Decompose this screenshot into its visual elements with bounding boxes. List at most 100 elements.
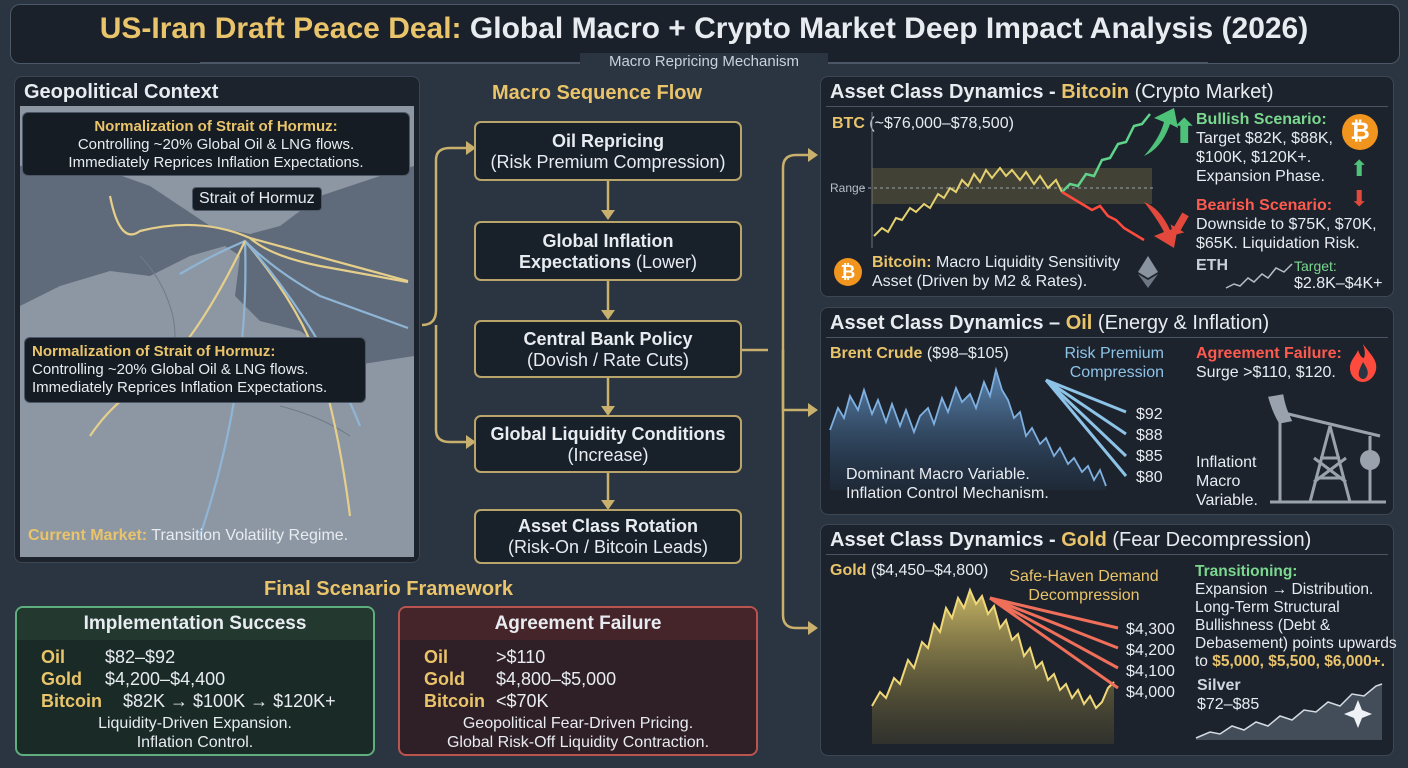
flow-step-4-head: Global Liquidity Conditions <box>490 424 726 444</box>
success-gold-label: Gold <box>41 669 82 689</box>
geo-callout-top: Normalization of Strait of Hormuz: Contr… <box>22 112 410 176</box>
safe-2: Decompression <box>1028 587 1140 604</box>
trans-4: Debasement) points upwards <box>1195 635 1397 652</box>
btc-panel <box>820 76 1394 297</box>
brent-head: Brent Crude <box>830 345 923 362</box>
success-note2: Inflation Control. <box>136 734 254 751</box>
small-up-arrow-icon: ⬆ <box>1350 156 1369 181</box>
failure-note2: Global Risk-Off Liquidity Contraction. <box>446 734 710 751</box>
failure-title: Agreement Failure <box>494 613 662 634</box>
oil-title-b: Oil <box>1065 312 1093 334</box>
bear-head: Bearish Scenario: <box>1196 197 1333 214</box>
oil-pumpjack-icon <box>1268 394 1386 504</box>
oil-target-92: $92 <box>1136 406 1163 423</box>
scenario-title: Final Scenario Framework <box>264 578 513 600</box>
success-gold-value: $4,200–$4,400 <box>105 669 226 689</box>
ethereum-icon <box>1138 256 1158 288</box>
geo-footer-head: Current Market: <box>28 527 148 544</box>
flow-step-1-head: Oil Repricing <box>551 131 665 151</box>
bull-arrow-icon: ⬆ <box>1170 113 1199 151</box>
oil-infl1: Inflationt <box>1196 454 1257 471</box>
oil-targets: $92 $88 $85 $80 <box>1136 404 1163 488</box>
rpc-label: Risk Premium Compression <box>1058 344 1164 382</box>
oil-infl2: Macro <box>1196 473 1241 490</box>
oil-dominant-note: Dominant Macro Variable. Inflation Contr… <box>846 465 1049 503</box>
gold-targets: $4,300 $4,200 $4,100 $4,000 <box>1126 619 1175 703</box>
btc-note-text2: Asset (Driven by M2 & Rates). <box>872 273 1088 290</box>
bull-text1: Target $82K, $88K, <box>1196 130 1333 147</box>
geo-callout-mid-line1: Controlling ~20% Global Oil & LNG flows. <box>32 361 309 378</box>
oil-chart <box>829 366 1128 490</box>
gold-target-4100: $4,100 <box>1126 663 1175 680</box>
gold-target-4200: $4,200 <box>1126 642 1175 659</box>
gold-range: ($4,450–$4,800) <box>866 562 989 579</box>
flame-icon <box>1350 344 1377 382</box>
map-label-hormuz: Strait of Hormuz <box>192 187 322 211</box>
flow-step-liquidity: Global Liquidity Conditions (Increase) <box>474 415 742 473</box>
eth-sparkline <box>1225 263 1293 289</box>
gold-title-c: (Fear Decompression) <box>1106 529 1312 551</box>
btc-ticker: BTC <box>832 115 865 132</box>
gold-transition-block: Transitioning: Expansion → Distribution.… <box>1195 563 1397 671</box>
flow-step-5-sub: (Risk-On / Bitcoin Leads) <box>507 537 709 557</box>
bear-text2: $65K. Liquidation Risk. <box>1196 235 1360 252</box>
bear-text1: Downside to $75K, $70K, <box>1196 216 1377 233</box>
flow-step-oil-repricing: Oil Repricing (Risk Premium Compression) <box>474 121 742 181</box>
flow-step-4-sub: (Increase) <box>567 445 649 465</box>
flow-step-rotation: Asset Class Rotation (Risk-On / Bitcoin … <box>474 509 742 564</box>
btc-note-head: Bitcoin: <box>872 254 932 271</box>
btc-ticker-line: BTC (~$76,000–$78,500) <box>832 114 1014 133</box>
oil-inflation-note: Inflationt Macro Variable. <box>1196 453 1258 510</box>
small-down-arrow-icon: ⬇ <box>1350 186 1369 211</box>
geo-callout-top-line1: Controlling ~20% Global Oil & LNG flows. <box>77 136 355 153</box>
gold-head: Gold <box>830 562 867 579</box>
eth-label: ETH <box>1196 257 1228 274</box>
success-btc-label: Bitcoin <box>41 691 102 711</box>
flow-step-central-bank: Central Bank Policy (Dovish / Rate Cuts) <box>474 320 742 378</box>
oil-target-85: $85 <box>1136 448 1163 465</box>
brent-range: ($98–$105) <box>922 345 1009 362</box>
bull-text2: $100K, $120K+. <box>1196 149 1312 166</box>
bitcoin-small-coin-icon: ₿ <box>834 258 862 286</box>
gold-range-line: Gold ($4,450–$4,800) <box>830 561 988 580</box>
brent-line: Brent Crude ($98–$105) <box>830 344 1009 363</box>
safe-haven-label: Safe-Haven Demand Decompression <box>1004 567 1164 605</box>
geo-callout-top-line2: Immediately Reprices Inflation Expectati… <box>68 154 364 171</box>
subtitle-rule-left <box>200 62 580 63</box>
bull-head: Bullish Scenario: <box>1196 111 1327 128</box>
oil-target-80: $80 <box>1136 469 1163 486</box>
failure-gold-label: Gold <box>424 669 465 689</box>
failure-note1: Geopolitical Fear-Driven Pricing. <box>462 715 694 732</box>
gold-title-a: Asset Class Dynamics - <box>830 529 1062 551</box>
btc-title-a: Asset Class Dynamics - <box>830 81 1062 103</box>
btc-chart <box>862 108 1178 248</box>
page-subtitle: Macro Repricing Mechanism <box>580 53 828 70</box>
rpc-1: Risk Premium <box>1064 345 1164 362</box>
scenario-failure-card: Agreement Failure Oil >$110 Gold $4,800–$5… <box>398 606 758 756</box>
flow-step-inflation: Global Inflation Expectations (Lower) <box>474 221 742 281</box>
silver-head: Silver <box>1197 677 1241 694</box>
gold-title-rule <box>826 554 1388 555</box>
btc-bear-block: Bearish Scenario: Downside to $75K, $70K… <box>1196 196 1386 253</box>
title-highlight: US-Iran Draft Peace Deal: <box>99 12 462 45</box>
silver-block: Silver $72–$85 <box>1197 676 1259 714</box>
trans-2: Long-Term Structural <box>1195 599 1340 616</box>
failure-oil-label: Oil <box>424 647 449 667</box>
failure-btc-value: <$70K <box>496 691 549 711</box>
eth-target-head: Target: <box>1294 258 1337 274</box>
bull-text3: Expansion Phase. <box>1196 168 1325 185</box>
trans-3: Bullishness (Debt & <box>1195 617 1331 634</box>
flow-step-3-sub: (Dovish / Rate Cuts) <box>526 350 690 370</box>
btc-title-c: (Crypto Market) <box>1129 81 1274 103</box>
oil-title-a: Asset Class Dynamics – <box>830 312 1066 334</box>
geo-title: Geopolitical Context <box>24 81 219 103</box>
flow-step-2-head: Global Inflation <box>542 231 674 251</box>
oil-dom1: Dominant Macro Variable. <box>846 466 1030 483</box>
btc-title-rule <box>826 106 1388 107</box>
btc-title: Asset Class Dynamics - Bitcoin (Crypto M… <box>830 81 1273 104</box>
success-note1: Liquidity-Driven Expansion. <box>98 715 292 732</box>
scenario-success-card: Implementation Success Oil $82–$92 Gold $4… <box>15 606 375 756</box>
oil-infl3: Variable. <box>1196 492 1258 509</box>
oil-fail-head: Agreement Failure: <box>1196 345 1342 362</box>
